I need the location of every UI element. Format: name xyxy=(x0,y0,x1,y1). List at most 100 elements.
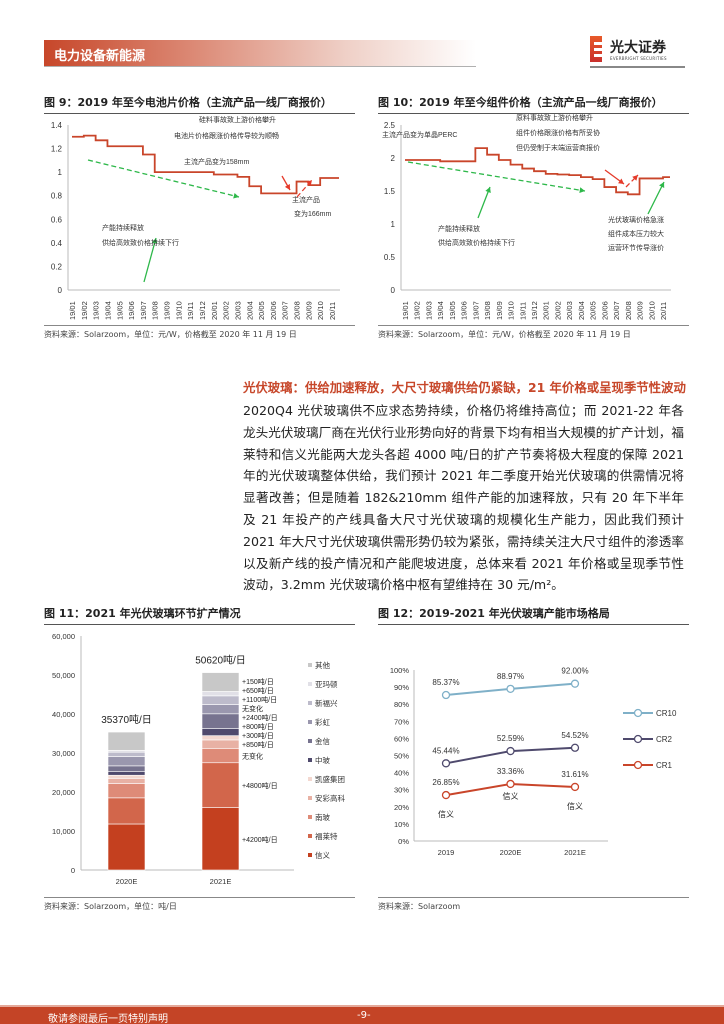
x-tick-label: 19/11 xyxy=(518,302,527,320)
x-tick-label: 20/02 xyxy=(222,301,231,320)
chart-annotation: 原料事故致上游价格攀升 xyxy=(516,113,593,122)
legend-label: 新福兴 xyxy=(315,698,338,708)
data-label: 45.44% xyxy=(432,746,459,755)
arrowhead-icon xyxy=(306,180,312,186)
arrowhead-icon xyxy=(659,182,665,188)
x-tick-label: 19/05 xyxy=(448,301,457,320)
y-tick-label: 20% xyxy=(394,803,409,812)
x-tick-label: 19/07 xyxy=(471,301,480,320)
x-tick-label: 20/03 xyxy=(233,301,242,320)
arrowhead-icon xyxy=(284,184,290,190)
x-tick-label: 20/06 xyxy=(269,301,278,320)
legend-marker xyxy=(633,760,643,770)
y-tick-label: 0.2 xyxy=(51,262,63,271)
segment-label: +4800吨/日 xyxy=(242,781,278,790)
segment-label: 无变化 xyxy=(242,752,263,761)
arrowhead-icon xyxy=(233,192,239,199)
data-label: 85.37% xyxy=(432,678,459,687)
arrowhead-icon xyxy=(579,187,585,193)
bar-total-label: 50620吨/日 xyxy=(195,654,246,667)
arrow-icon xyxy=(407,161,586,192)
data-point xyxy=(570,743,580,752)
segment-label: +800吨/日 xyxy=(242,722,274,731)
y-tick-label: 40,000 xyxy=(52,710,75,719)
x-tick-label: 19/02 xyxy=(80,301,89,320)
fig12-title: 图 12：2019-2021 年光伏玻璃产能市场格局 xyxy=(378,605,689,625)
y-tick-label: 40% xyxy=(394,769,409,778)
x-tick-label: 20/10 xyxy=(647,301,656,320)
x-tick-label: 20/10 xyxy=(316,301,325,320)
section-header-bar: 电力设备新能源 xyxy=(44,40,476,67)
page-footer: 敬请参阅最后一页特别声明 -9- xyxy=(0,1005,724,1024)
bar-segment-0-2 xyxy=(107,783,146,799)
x-tick-label: 20/01 xyxy=(542,301,551,320)
section-title: 电力设备新能源 xyxy=(54,49,146,64)
arrowhead-icon xyxy=(632,175,638,181)
x-tick-label: 20/07 xyxy=(612,301,621,320)
fig10-chart: 00.511.522.519/01 19/02 19/03 19/04 19/05 19/… xyxy=(382,113,671,320)
legend-swatch xyxy=(308,663,312,667)
data-point xyxy=(506,746,515,756)
segment-label: +850吨/日 xyxy=(242,740,274,749)
bar-segment-0-5 xyxy=(107,771,146,776)
bar-segment-1-9 xyxy=(201,691,240,697)
chart-annotation: 但仍受制于末端运营商报价 xyxy=(516,143,600,152)
x-tick-label: 19/03 xyxy=(92,301,101,320)
segment-label: 无变化 xyxy=(242,704,263,713)
y-tick-label: 0.5 xyxy=(384,253,396,262)
arrow-icon xyxy=(87,159,240,198)
y-tick-label: 60,000 xyxy=(52,632,75,641)
bar-segment-1-3 xyxy=(201,739,240,749)
fig12-source: 资料来源：Solarzoom xyxy=(378,897,689,912)
legend-label: 福莱特 xyxy=(315,831,338,841)
y-tick-label: 70% xyxy=(394,717,409,726)
chart-annotation: 产能持续释放 xyxy=(438,224,480,233)
x-tick-label: 19/08 xyxy=(151,301,160,320)
chart-annotation: 组件价格跟涨价格有所妥协 xyxy=(516,128,600,137)
x-tick-label: 19/04 xyxy=(103,301,112,320)
bar-segment-1-10 xyxy=(201,672,240,692)
x-tick-label: 19/09 xyxy=(163,301,172,320)
bar-segment-1-4 xyxy=(201,735,240,741)
y-tick-label: 50% xyxy=(394,752,409,761)
x-tick-label: 20/05 xyxy=(257,301,266,320)
x-tick-label: 19/03 xyxy=(424,301,433,320)
bar-segment-1-2 xyxy=(201,748,240,764)
segment-label: +2400吨/日 xyxy=(242,713,278,722)
chart-annotation: 变为166mm xyxy=(294,209,332,218)
fig11-source: 资料来源：Solarzoom，单位：吨/日 xyxy=(44,897,355,912)
data-point xyxy=(506,684,515,694)
legend-swatch xyxy=(308,682,312,686)
arrow-icon xyxy=(143,237,157,283)
legend-swatch xyxy=(308,834,312,838)
fig10-source: 资料来源：Solarzoom，单位：元/W，价格截至 2020 年 11 月 1… xyxy=(378,325,689,340)
legend-marker xyxy=(633,734,643,744)
fig10-title: 图 10：2019 年至今组件价格（主流产品一线厂商报价） xyxy=(378,94,689,114)
legend-marker xyxy=(633,708,643,718)
chart-annotation: 产能持续释放 xyxy=(102,223,144,232)
y-tick-label: 30,000 xyxy=(52,749,75,758)
y-tick-label: 2 xyxy=(391,154,396,163)
legend-label: 亚玛顿 xyxy=(315,679,338,689)
x-tick-label: 20/08 xyxy=(624,301,633,320)
x-tick-label: 19/09 xyxy=(495,301,504,320)
x-tick-label: 20/01 xyxy=(210,301,219,320)
x-tick-label: 19/01 xyxy=(401,301,410,320)
bar-segment-1-1 xyxy=(201,762,240,808)
point-name: 信义 xyxy=(438,809,454,819)
x-tick-label: 19/04 xyxy=(436,301,445,320)
x-tick-label: 19/06 xyxy=(127,301,136,320)
legend-swatch xyxy=(308,853,312,857)
y-tick-label: 60% xyxy=(394,734,409,743)
price-line xyxy=(72,134,339,195)
x-tick-label: 2020E xyxy=(116,877,138,886)
y-tick-label: 10,000 xyxy=(52,827,75,836)
fig11-chart: 0 10,000 20,000 30,000 40,000 50,000 60,000 353… xyxy=(52,632,345,886)
chart-annotation: 光伏玻璃价格急涨 xyxy=(608,215,664,224)
data-point xyxy=(441,790,451,800)
bar-segment-1-6 xyxy=(201,713,240,729)
x-tick-label: 20/07 xyxy=(281,301,290,320)
legend-swatch xyxy=(308,701,312,705)
y-tick-label: 10% xyxy=(394,820,409,829)
y-tick-label: 0% xyxy=(398,837,409,846)
